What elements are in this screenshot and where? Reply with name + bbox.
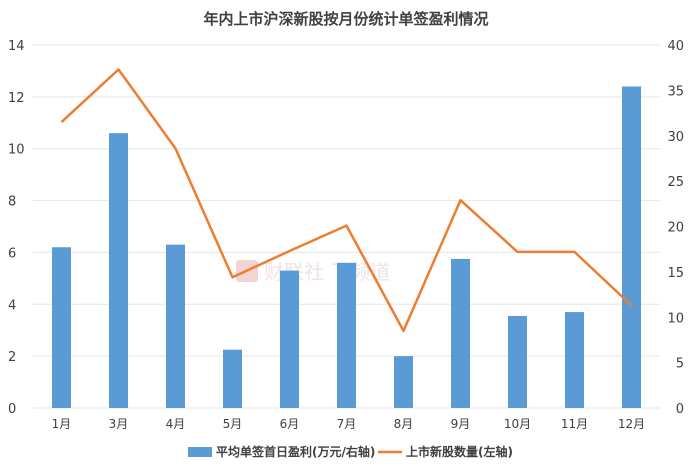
bar bbox=[109, 133, 128, 408]
bar bbox=[451, 258, 470, 408]
left-tick-label: 2 bbox=[8, 350, 16, 365]
category-label: 11月 bbox=[561, 417, 588, 431]
category-label: 10月 bbox=[504, 417, 531, 431]
category-label: 7月 bbox=[337, 417, 357, 431]
bar bbox=[508, 315, 527, 408]
category-labels: 1月 3月 4月 5月 6月 7月 8月 9月 10月 11月 12月 bbox=[52, 417, 645, 431]
category-label: 1月 bbox=[52, 417, 72, 431]
right-tick-label: 25 bbox=[667, 175, 684, 190]
category-label: 6月 bbox=[280, 417, 300, 431]
category-label: 3月 bbox=[109, 417, 129, 431]
bar bbox=[565, 312, 584, 408]
category-label: 4月 bbox=[166, 417, 186, 431]
left-tick-label: 14 bbox=[8, 39, 25, 54]
category-label: 8月 bbox=[394, 417, 414, 431]
category-label: 5月 bbox=[223, 417, 243, 431]
legend: 平均单签首日盈利(万元/右轴) 上市新股数量(左轴) bbox=[188, 444, 513, 459]
right-tick-label: 40 bbox=[667, 39, 684, 54]
left-tick-label: 4 bbox=[8, 298, 16, 313]
bar bbox=[223, 349, 242, 408]
legend-line-label: 上市新股数量(左轴) bbox=[406, 444, 513, 459]
category-label: 9月 bbox=[451, 417, 471, 431]
right-tick-label: 20 bbox=[667, 221, 684, 236]
right-tick-label: 30 bbox=[667, 130, 684, 145]
bar bbox=[52, 247, 71, 408]
right-tick-label: 5 bbox=[676, 357, 684, 372]
right-tick-label: 10 bbox=[667, 311, 684, 326]
line-path bbox=[60, 68, 633, 333]
bar bbox=[166, 244, 185, 408]
left-tick-label: 6 bbox=[8, 246, 16, 261]
left-tick-label: 8 bbox=[8, 195, 16, 210]
bar bbox=[280, 270, 299, 408]
left-axis-ticks: 0 2 4 6 8 10 12 14 bbox=[8, 39, 25, 417]
legend-bar-label: 平均单签首日盈利(万元/右轴) bbox=[216, 444, 375, 459]
right-tick-label: 0 bbox=[676, 402, 684, 417]
bar-series bbox=[52, 86, 641, 408]
bar bbox=[337, 262, 356, 408]
left-tick-label: 12 bbox=[8, 91, 25, 106]
bar bbox=[394, 356, 413, 408]
legend-bar-swatch bbox=[188, 447, 212, 457]
left-tick-label: 10 bbox=[8, 143, 25, 158]
bar bbox=[622, 86, 641, 408]
category-label: 12月 bbox=[618, 417, 645, 431]
right-tick-label: 15 bbox=[667, 266, 684, 281]
line-series bbox=[60, 68, 633, 333]
chart-title: 年内上市沪深新股按月份统计单签盈利情况 bbox=[203, 10, 488, 28]
right-axis-ticks: 0 5 10 15 20 25 30 35 40 bbox=[667, 39, 684, 417]
left-tick-label: 0 bbox=[8, 402, 16, 417]
right-tick-label: 35 bbox=[667, 84, 684, 99]
